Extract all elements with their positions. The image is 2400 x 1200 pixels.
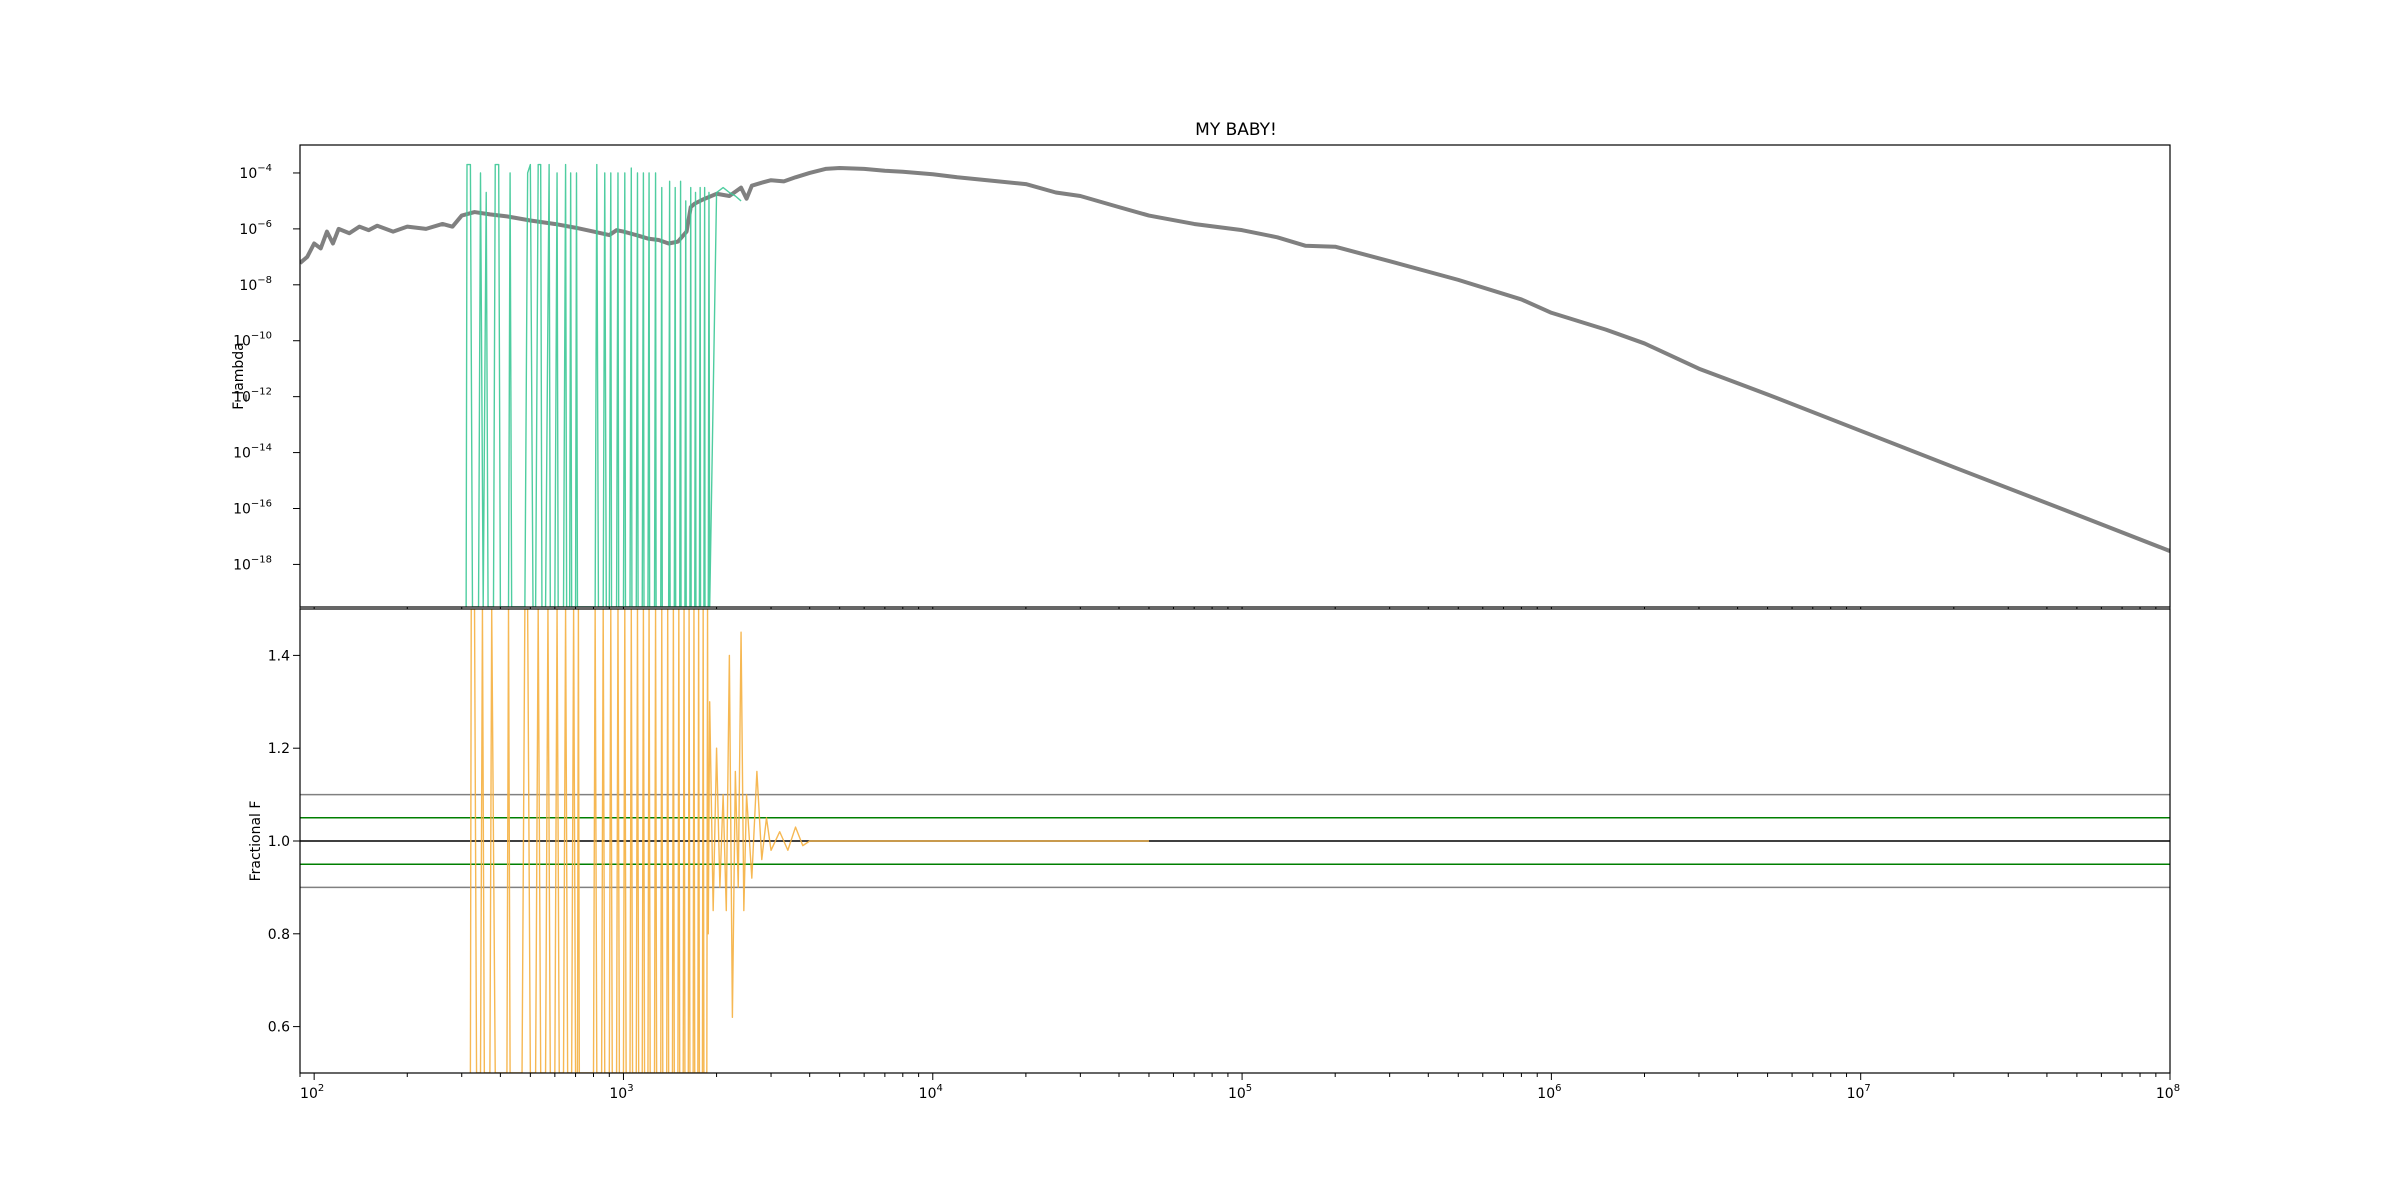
bottom-x-tick-label: 104 [919,1083,943,1102]
top-y-tick-label: 10−18 [233,554,272,573]
top-y-tick-label: 10−14 [233,443,272,462]
bottom-x-tick-label: 107 [1847,1083,1871,1102]
bottom-y-tick-label: 1.2 [268,741,290,757]
chart-title: MY BABY! [1195,120,1277,140]
bottom-x-tick-label: 105 [1228,1083,1252,1102]
bottom-series-layer [300,609,2170,1073]
top-y-tick-label: 10−4 [239,163,272,182]
top-y-tick-label: 10−8 [239,275,272,294]
bottom-panel: 102 103 104 105 106 107 108 1.4 1.2 1.0 0.8 0.6 Fra… [248,608,2180,1102]
bottom-axes: 102 103 104 105 106 107 108 1.4 1.2 1.0 0.8 0.6 [268,648,2180,1102]
bottom-y-tick-label: 0.6 [268,1020,290,1036]
top-series-line-1 [465,163,742,607]
top-frame [299,144,2171,608]
bottom-x-tick-label: 108 [2156,1083,2180,1102]
bottom-x-tick-label: 103 [609,1083,633,1102]
bottom-frame [299,608,2171,1074]
bottom-x-tick-label: 106 [1537,1083,1561,1102]
top-y-tick-label: 10−6 [239,219,272,238]
bottom-y-tick-label: 1.4 [268,648,290,664]
top-series-layer [300,163,2170,607]
top-y-tick-label: 10−16 [233,498,272,517]
bottom-x-tick-label: 102 [300,1083,324,1102]
top-ylabel: F_lambda [231,342,247,410]
bottom-ylabel: Fractional F [248,801,264,882]
bottom-y-tick-label: 1.0 [268,834,290,850]
top-series-line-0 [300,166,2170,553]
bottom-series-line-0 [469,609,1149,1073]
bottom-y-tick-label: 0.8 [268,927,290,943]
top-plot-area [300,145,2170,607]
